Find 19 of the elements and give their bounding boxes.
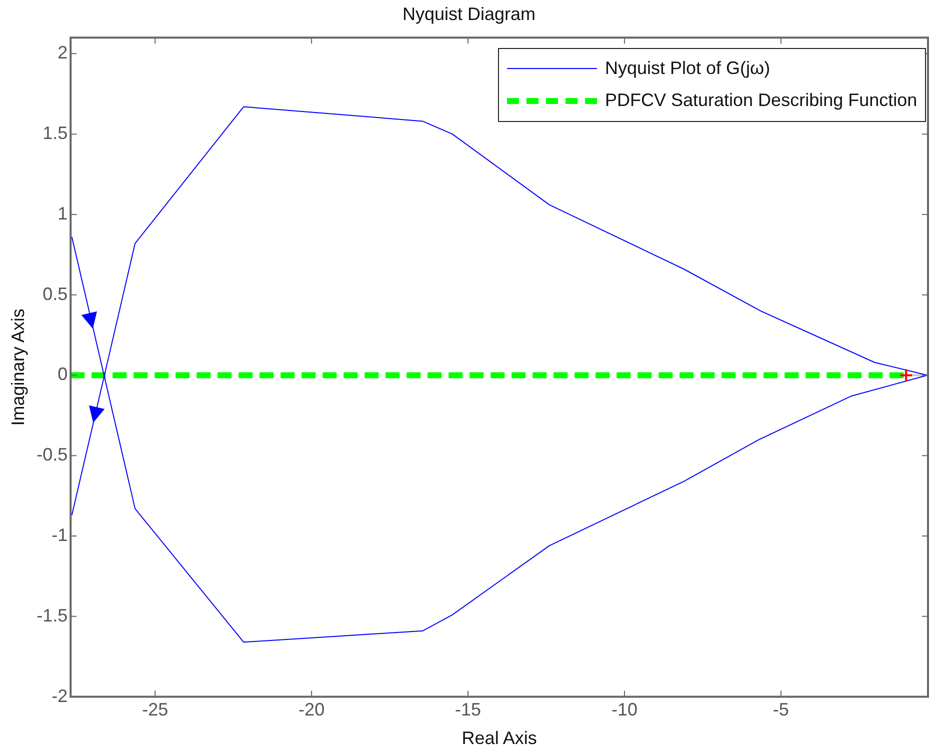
chart-title: Nyquist Diagram	[402, 4, 536, 24]
x-axis-title: Real Axis	[462, 728, 537, 748]
y-tick-label: 2	[58, 42, 68, 63]
y-tick-label: -0.5	[36, 444, 68, 465]
y-tick-label: 1.5	[42, 123, 68, 144]
x-tick-label: -25	[142, 700, 168, 720]
x-tick-label: -20	[298, 700, 325, 720]
legend-label: Nyquist Plot of G(jω)	[605, 58, 770, 80]
y-tick-label: -1.5	[36, 605, 68, 626]
y-tick-label: 1	[58, 203, 68, 224]
y-tick-label: 0.5	[42, 284, 68, 304]
y-tick-label: -1	[52, 524, 68, 545]
y-tick-label: -2	[52, 686, 68, 706]
legend-label: PDFCV Saturation Describing Function	[605, 90, 918, 112]
x-tick-label: -10	[611, 700, 638, 720]
y-axis-title: Imaginary Axis	[8, 308, 28, 426]
x-tick-label: -15	[455, 700, 482, 720]
y-tick-label: 0	[58, 364, 68, 384]
x-tick-label: -5	[772, 700, 789, 720]
